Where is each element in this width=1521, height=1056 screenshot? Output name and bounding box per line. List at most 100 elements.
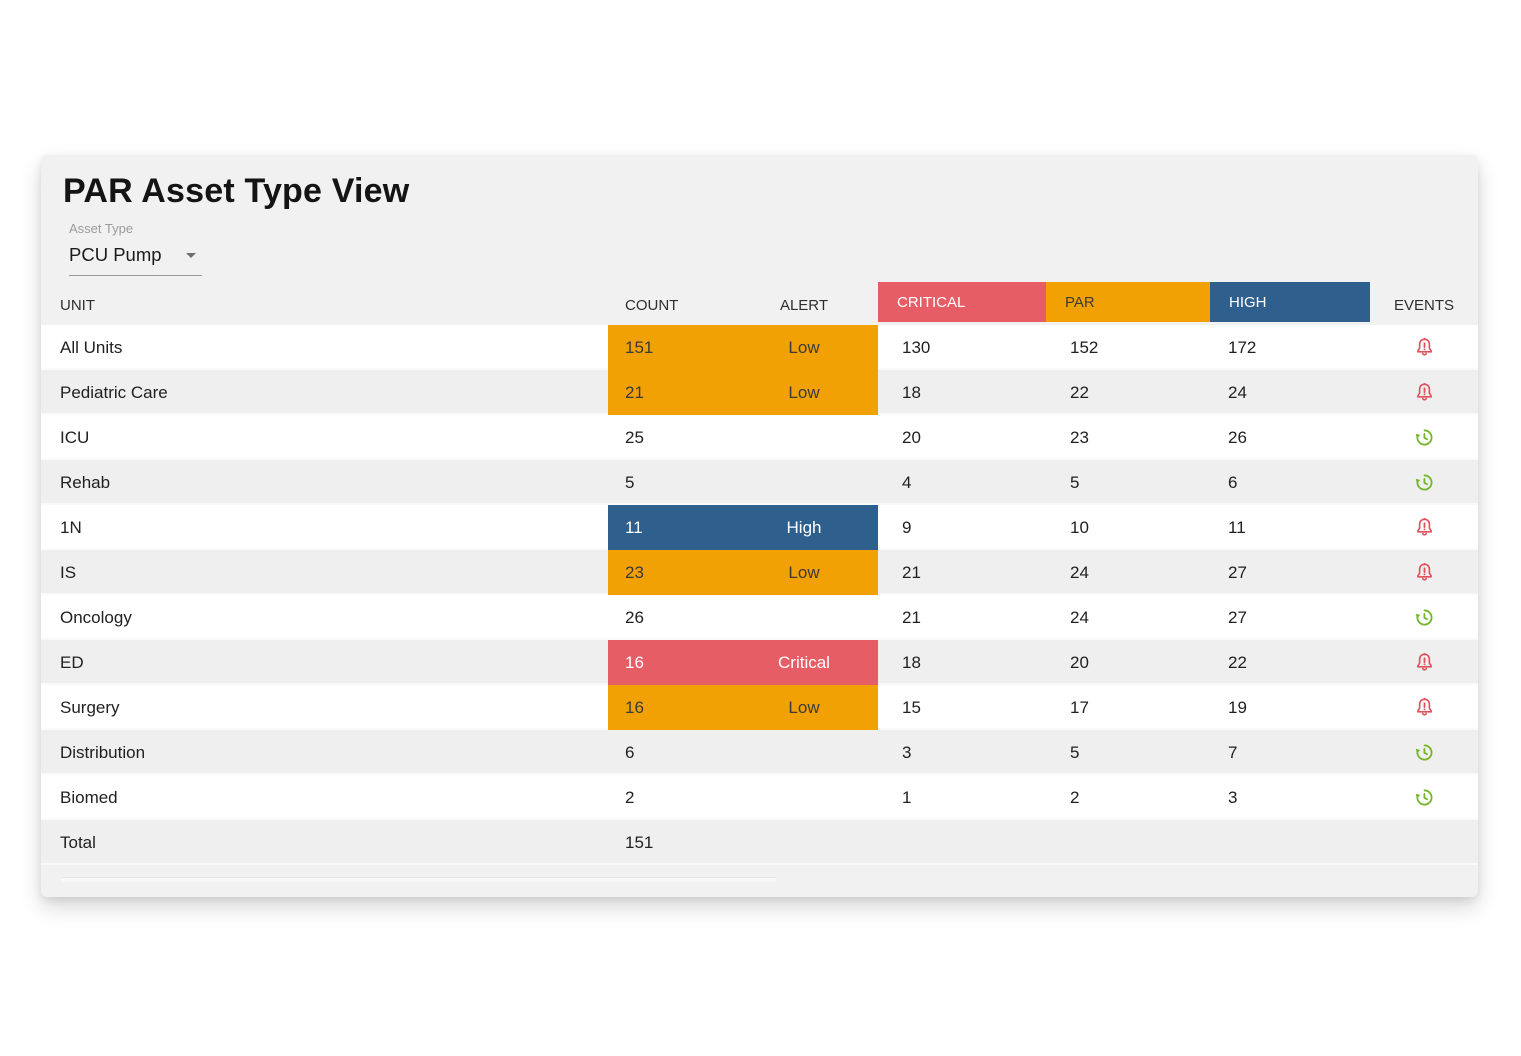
alert-cell: Low <box>788 697 820 717</box>
alert-block: 16 Critical <box>608 640 878 685</box>
history-icon[interactable] <box>1413 786 1436 809</box>
alert-bell-icon[interactable] <box>1413 381 1436 404</box>
count-cell: 5 <box>625 472 635 492</box>
alert-block: 21 Low <box>608 370 878 415</box>
history-icon[interactable] <box>1413 426 1436 449</box>
par-cell: 10 <box>1070 517 1089 537</box>
col-header-high: HIGH <box>1210 282 1370 325</box>
high-cell: 172 <box>1228 337 1257 357</box>
alert-cell <box>730 460 878 505</box>
table-footer-divider <box>61 877 777 882</box>
high-cell <box>1210 820 1370 865</box>
table-row[interactable]: Pediatric Care 21 Low 18 22 24 <box>41 370 1478 415</box>
alert-cell: High <box>786 517 822 537</box>
col-header-alert: ALERT <box>779 296 829 314</box>
alert-cell: Low <box>788 337 820 357</box>
high-cell: 3 <box>1228 787 1238 807</box>
events-cell <box>1370 595 1478 640</box>
table-row[interactable]: Surgery 16 Low 15 17 19 <box>41 685 1478 730</box>
events-cell <box>1370 820 1478 865</box>
table-row[interactable]: ED 16 Critical 18 20 22 <box>41 640 1478 685</box>
critical-cell: 3 <box>902 742 912 762</box>
par-cell: 2 <box>1070 787 1080 807</box>
asset-type-filter: Asset Type PCU Pump <box>69 221 202 276</box>
alert-bell-icon[interactable] <box>1413 696 1436 719</box>
count-cell: 151 <box>625 337 654 357</box>
col-header-events: EVENTS <box>1393 296 1454 314</box>
unit-cell: ICU <box>60 427 90 447</box>
critical-cell: 4 <box>902 472 912 492</box>
high-cell: 22 <box>1228 652 1247 672</box>
table-row[interactable]: All Units 151 Low 130 152 172 <box>41 325 1478 370</box>
events-cell <box>1370 685 1478 730</box>
count-cell: 11 <box>625 517 643 537</box>
history-icon[interactable] <box>1413 741 1436 764</box>
table-row[interactable]: Distribution 6 3 5 7 <box>41 730 1478 775</box>
events-cell <box>1370 460 1478 505</box>
alert-block: 151 <box>608 820 878 865</box>
count-cell: 16 <box>625 652 644 672</box>
par-cell: 5 <box>1070 742 1080 762</box>
par-cell: 152 <box>1070 337 1099 357</box>
table-row[interactable]: Biomed 2 1 2 3 <box>41 775 1478 820</box>
chevron-down-icon <box>186 252 196 258</box>
high-cell: 24 <box>1228 382 1247 402</box>
alert-bell-icon[interactable] <box>1413 336 1436 359</box>
table-row[interactable]: Total 151 <box>41 820 1478 865</box>
events-cell <box>1370 550 1478 595</box>
asset-type-value: PCU Pump <box>69 244 162 265</box>
count-cell: 2 <box>625 787 635 807</box>
critical-cell: 1 <box>902 787 912 807</box>
critical-cell: 21 <box>902 562 921 582</box>
count-cell: 25 <box>625 427 644 447</box>
history-icon[interactable] <box>1413 606 1436 629</box>
asset-type-select[interactable]: PCU Pump <box>69 244 202 276</box>
critical-header-chip: CRITICAL <box>878 282 1046 322</box>
events-cell <box>1370 370 1478 415</box>
count-cell: 151 <box>625 832 654 852</box>
par-cell: 24 <box>1070 607 1089 627</box>
unit-cell: Rehab <box>60 472 111 492</box>
history-icon[interactable] <box>1413 471 1436 494</box>
critical-cell: 18 <box>902 382 921 402</box>
table-row[interactable]: IS 23 Low 21 24 27 <box>41 550 1478 595</box>
unit-cell: 1N <box>60 517 82 537</box>
critical-cell: 130 <box>902 337 931 357</box>
high-header-chip: HIGH <box>1210 282 1370 322</box>
unit-cell: All Units <box>60 337 123 357</box>
unit-cell: Total <box>60 832 96 852</box>
alert-bell-icon[interactable] <box>1413 516 1436 539</box>
alert-cell: Low <box>788 382 820 402</box>
table-row[interactable]: Rehab 5 4 5 6 <box>41 460 1478 505</box>
table-row[interactable]: Oncology 26 21 24 27 <box>41 595 1478 640</box>
critical-cell: 18 <box>902 652 921 672</box>
critical-cell <box>878 820 1046 865</box>
alert-block: 25 <box>608 415 878 460</box>
events-cell <box>1370 325 1478 370</box>
critical-cell: 9 <box>902 517 912 537</box>
unit-cell: Distribution <box>60 742 146 762</box>
high-cell: 26 <box>1228 427 1247 447</box>
par-cell: 22 <box>1070 382 1089 402</box>
critical-cell: 15 <box>902 697 921 717</box>
unit-cell: IS <box>60 562 77 582</box>
alert-cell: Critical <box>778 652 830 672</box>
table-row[interactable]: ICU 25 20 23 26 <box>41 415 1478 460</box>
alert-bell-icon[interactable] <box>1413 561 1436 584</box>
count-cell: 21 <box>625 382 644 402</box>
count-cell: 26 <box>625 607 644 627</box>
par-cell: 17 <box>1070 697 1089 717</box>
col-header-critical: CRITICAL <box>878 282 1046 325</box>
alert-bell-icon[interactable] <box>1413 651 1436 674</box>
high-cell: 27 <box>1228 562 1247 582</box>
table-row[interactable]: 1N 11 High 9 10 11 <box>41 505 1478 550</box>
par-cell: 20 <box>1070 652 1089 672</box>
count-cell: 23 <box>625 562 644 582</box>
par-cell: 24 <box>1070 562 1089 582</box>
high-cell: 11 <box>1228 517 1246 537</box>
unit-cell: ED <box>60 652 84 672</box>
alert-cell <box>730 730 878 775</box>
events-cell <box>1370 415 1478 460</box>
alert-cell <box>730 415 878 460</box>
par-header-chip: PAR <box>1046 282 1210 322</box>
